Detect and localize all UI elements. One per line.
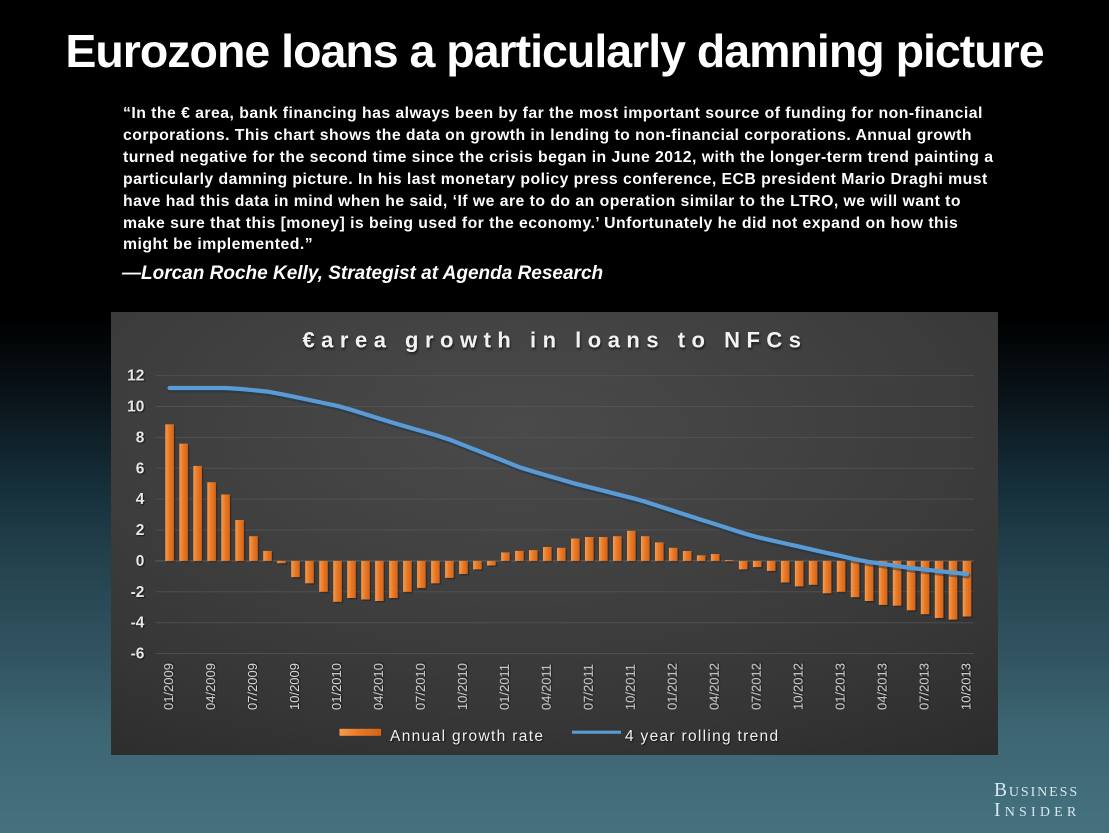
svg-text:6: 6 [136, 460, 145, 477]
svg-text:4: 4 [136, 491, 145, 508]
svg-text:12: 12 [127, 368, 144, 385]
svg-text:07/2013: 07/2013 [917, 663, 932, 710]
svg-text:8: 8 [136, 429, 145, 446]
svg-text:07/2009: 07/2009 [245, 663, 260, 710]
svg-text:01/2010: 01/2010 [329, 663, 344, 710]
svg-text:2: 2 [136, 522, 145, 539]
svg-text:07/2010: 07/2010 [413, 663, 428, 710]
svg-text:-2: -2 [131, 584, 145, 601]
svg-text:10: 10 [127, 399, 144, 416]
svg-text:04/2010: 04/2010 [371, 663, 386, 710]
svg-text:0: 0 [136, 553, 145, 570]
svg-text:Annual growth rate: Annual growth rate [390, 728, 544, 745]
svg-text:04/2011: 04/2011 [539, 664, 554, 710]
svg-text:10/2009: 10/2009 [287, 663, 302, 710]
svg-text:07/2011: 07/2011 [581, 664, 596, 710]
svg-text:10/2012: 10/2012 [791, 663, 806, 710]
svg-text:04/2012: 04/2012 [707, 663, 722, 710]
svg-text:4 year rolling trend: 4 year rolling trend [625, 728, 779, 745]
svg-text:€area growth in loans to NFCs: €area growth in loans to NFCs [302, 328, 807, 353]
svg-text:04/2009: 04/2009 [203, 663, 218, 710]
svg-text:-4: -4 [131, 615, 145, 632]
svg-text:04/2013: 04/2013 [875, 663, 890, 710]
svg-text:01/2013: 01/2013 [833, 663, 848, 710]
svg-text:-6: -6 [131, 646, 145, 663]
svg-text:10/2013: 10/2013 [958, 663, 973, 710]
svg-text:01/2009: 01/2009 [161, 663, 176, 710]
svg-text:01/2012: 01/2012 [665, 663, 680, 710]
svg-text:10/2010: 10/2010 [455, 663, 470, 710]
svg-text:07/2012: 07/2012 [749, 663, 764, 710]
svg-text:10/2011: 10/2011 [623, 664, 638, 710]
svg-text:01/2011: 01/2011 [497, 664, 512, 710]
